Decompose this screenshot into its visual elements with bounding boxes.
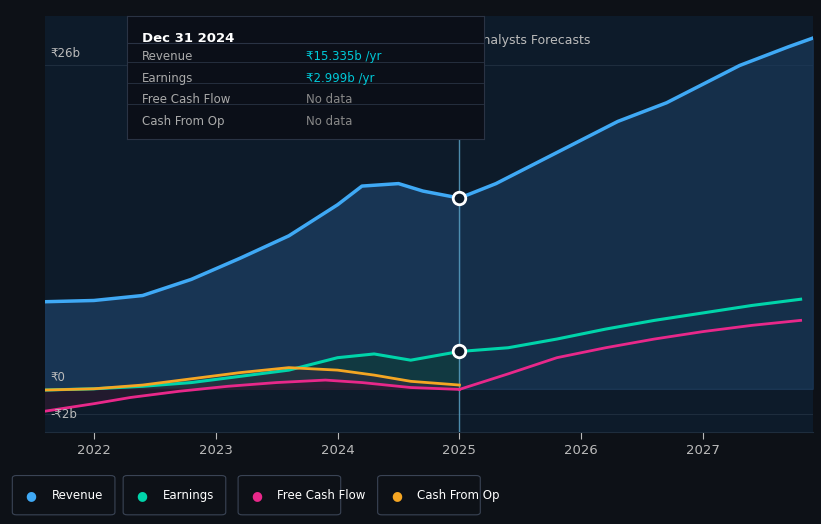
Text: ●: ● (25, 489, 37, 501)
Text: No data: No data (306, 115, 352, 128)
Text: Revenue: Revenue (52, 489, 103, 501)
Text: ₹15.335b /yr: ₹15.335b /yr (306, 50, 381, 63)
Text: ₹2.999b /yr: ₹2.999b /yr (306, 72, 374, 85)
Text: No data: No data (306, 93, 352, 106)
Text: ₹0: ₹0 (50, 371, 65, 384)
Text: Free Cash Flow: Free Cash Flow (141, 93, 230, 106)
Text: Revenue: Revenue (141, 50, 193, 63)
Text: Earnings: Earnings (163, 489, 214, 501)
Text: ●: ● (136, 489, 148, 501)
Text: -₹2b: -₹2b (50, 408, 77, 421)
Text: Cash From Op: Cash From Op (417, 489, 499, 501)
Text: Past: Past (419, 35, 445, 47)
Text: Cash From Op: Cash From Op (141, 115, 224, 128)
Text: ●: ● (391, 489, 402, 501)
Text: Free Cash Flow: Free Cash Flow (277, 489, 366, 501)
Text: Dec 31 2024: Dec 31 2024 (141, 32, 234, 45)
Text: Analysts Forecasts: Analysts Forecasts (474, 35, 590, 47)
Text: ●: ● (251, 489, 263, 501)
Text: ₹26b: ₹26b (50, 48, 80, 60)
Text: Earnings: Earnings (141, 72, 193, 85)
